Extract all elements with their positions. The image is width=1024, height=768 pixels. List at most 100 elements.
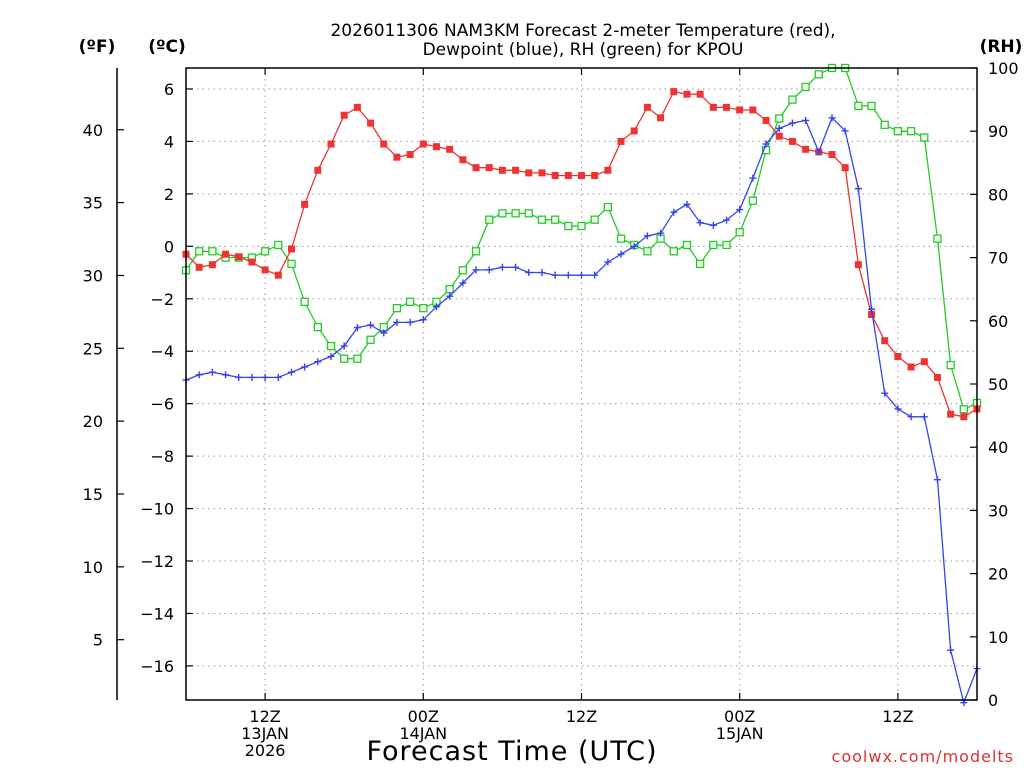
celsius-tick-label: −4: [150, 342, 174, 361]
temperature-point: [564, 172, 572, 180]
rh-point: [208, 247, 217, 256]
temperature-point: [525, 169, 533, 177]
rh-point: [445, 285, 454, 294]
time-tick-label: 13JAN: [241, 724, 289, 743]
temperature-point: [327, 140, 335, 148]
temperature-point: [208, 261, 216, 269]
temperature-point: [736, 106, 744, 114]
rh-point: [392, 304, 402, 313]
rh-point: [326, 341, 336, 351]
dewpoint-point: [841, 127, 849, 135]
dewpoint-point: [485, 266, 493, 274]
temperature-point: [723, 103, 731, 111]
rh-point: [880, 120, 889, 130]
time-tick-label: 00Z: [724, 707, 755, 726]
fahrenheit-axis: 40 35 30 25 20 15 10 5: [83, 121, 124, 650]
temperature-point: [498, 166, 506, 174]
temperature-point: [696, 90, 704, 98]
chart-title: 2026011306 NAM3KM Forecast 2-meter Tempe…: [330, 21, 835, 60]
dewpoint-point: [683, 200, 691, 208]
dewpoint-point: [907, 413, 915, 421]
temperature-point: [762, 116, 770, 124]
rh-point: [801, 82, 810, 92]
temperature-point: [274, 271, 282, 279]
rh-point: [537, 215, 547, 224]
rh-tick-label: 10: [988, 628, 1008, 647]
temperature-point: [920, 358, 928, 366]
dewpoint-point: [512, 263, 520, 271]
temperature-point: [353, 103, 361, 111]
rh-point: [946, 360, 955, 370]
dewpoint-point: [578, 271, 585, 279]
rh-point: [260, 247, 270, 256]
fahrenheit-unit-label: (ºF): [79, 37, 116, 57]
temperature-point: [446, 145, 454, 153]
temperature-point: [380, 140, 388, 148]
rh-point: [775, 114, 784, 123]
rh-point: [550, 215, 560, 224]
title-line-2: Dewpoint (blue), RH (green) for KPOU: [423, 40, 744, 60]
rh-point: [603, 202, 613, 212]
temperature-point: [538, 169, 546, 177]
rh-point: [682, 240, 692, 250]
rh-point: [287, 259, 296, 269]
rh-point: [313, 322, 322, 332]
temperature-point: [235, 253, 243, 261]
rh-point: [471, 247, 481, 256]
x-axis-label: Forecast Time (UTC): [366, 736, 657, 767]
celsius-tick-label: 2: [164, 185, 174, 204]
dewpoint-point: [261, 373, 269, 381]
celsius-tick-label: −6: [150, 395, 174, 414]
dewpoint-point: [195, 371, 203, 379]
dewpoint-point: [947, 646, 955, 654]
temperature-point: [960, 413, 968, 421]
celsius-tick-label: 6: [164, 80, 174, 99]
temperature-point: [551, 172, 559, 180]
temperature-point: [881, 337, 889, 345]
dewpoint-point: [406, 318, 414, 326]
rh-point: [511, 209, 520, 218]
rh-point: [867, 101, 876, 111]
dewpoint-point: [617, 250, 625, 258]
rh-point: [696, 259, 705, 269]
rh-point: [669, 247, 678, 256]
dewpoint-point: [854, 185, 862, 193]
dewpoint-point: [208, 368, 216, 376]
dewpoint-point: [274, 373, 282, 381]
dewpoint-point: [788, 119, 796, 127]
temperature-point: [749, 106, 757, 114]
temperature-point: [947, 410, 955, 418]
celsius-tick-label: −10: [140, 500, 174, 519]
temperature-point: [419, 140, 427, 148]
temperature-point: [261, 266, 269, 274]
fahrenheit-tick-label: 30: [83, 266, 103, 285]
rh-point: [854, 101, 863, 111]
dewpoint-point: [432, 303, 440, 311]
temperature-point: [340, 111, 348, 119]
rh-tick-label: 60: [988, 312, 1008, 331]
time-tick-label: 12Z: [566, 707, 597, 726]
dewpoint-point: [564, 271, 572, 279]
dewpoint-point: [301, 363, 309, 371]
celsius-tick-label: −14: [140, 604, 174, 623]
temperature-point: [788, 137, 796, 145]
credit-text: coolwx.com/modelts: [832, 747, 1014, 766]
grid-lines: [186, 68, 977, 700]
rh-point: [748, 196, 758, 205]
time-tick-label: 00Z: [408, 707, 439, 726]
rh-point: [300, 297, 309, 306]
celsius-axis: 6 4 2 0 −2 −4 −6 −8 −10 −12 −14 −16: [140, 80, 193, 676]
series-layer: [181, 63, 982, 707]
rh-point: [959, 405, 968, 414]
dewpoint-point: [920, 413, 928, 421]
fahrenheit-tick-label: 25: [83, 339, 103, 358]
dewpoint-point: [538, 269, 546, 277]
rh-point: [788, 95, 797, 104]
temperature-point: [314, 166, 322, 174]
time-tick-label: 15JAN: [716, 724, 764, 743]
fahrenheit-tick-label: 15: [83, 485, 103, 504]
celsius-tick-label: −16: [140, 657, 174, 676]
dewpoint-point: [287, 368, 295, 376]
dewpoint-point: [894, 405, 902, 413]
